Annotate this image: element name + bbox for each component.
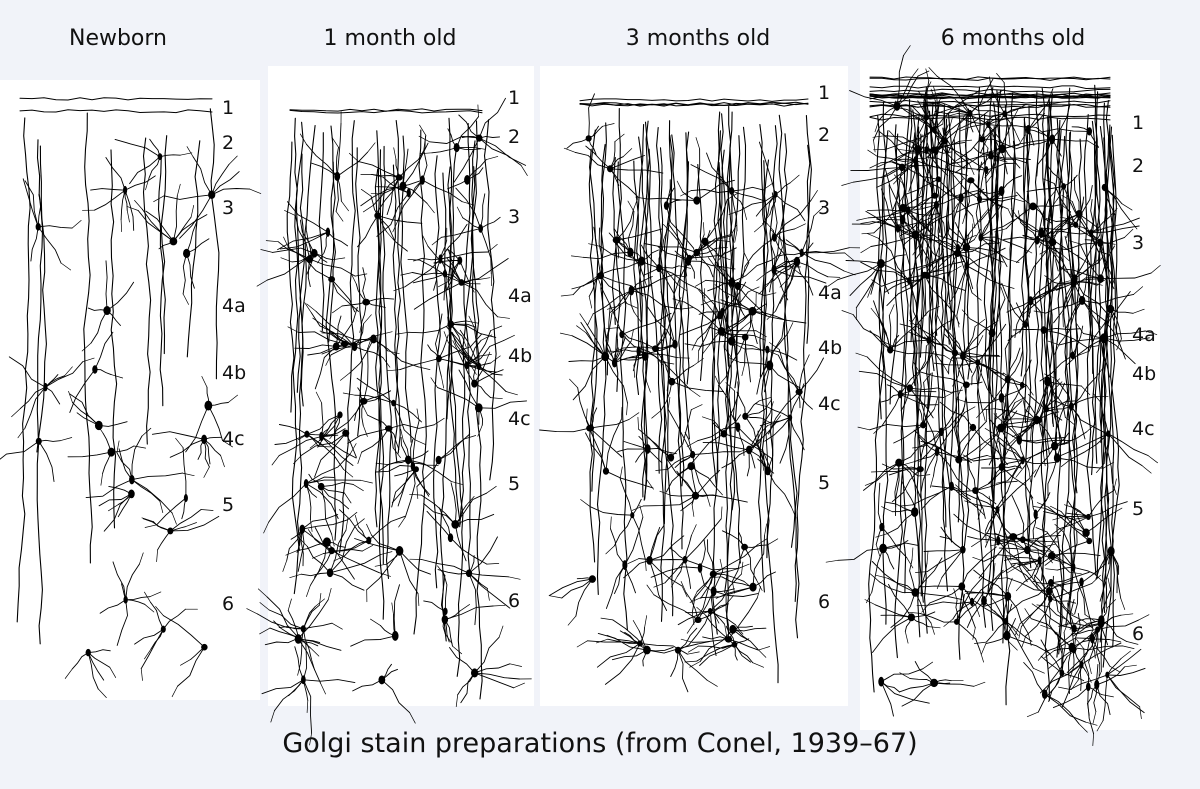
- layer-label-4a: 4a: [508, 285, 532, 307]
- layer-label-3: 3: [508, 206, 521, 228]
- layer-label-6: 6: [1132, 623, 1145, 645]
- layer-label-4b: 4b: [508, 345, 533, 367]
- figure-caption: Golgi stain preparations (from Conel, 19…: [282, 728, 918, 759]
- layer-label-5: 5: [1132, 498, 1145, 520]
- panel-title-newborn: Newborn: [68, 26, 167, 51]
- layer-label-2: 2: [818, 124, 831, 146]
- layer-label-4b: 4b: [1132, 363, 1157, 385]
- golgi-stain-drawing-1-month: [246, 97, 532, 746]
- layer-label-5: 5: [222, 494, 235, 516]
- layer-label-4c: 4c: [818, 393, 841, 415]
- layer-label-6: 6: [818, 591, 831, 613]
- golgi-stain-drawing-3-months: [539, 93, 862, 693]
- layer-label-4a: 4a: [1132, 324, 1156, 346]
- layer-label-4c: 4c: [508, 408, 531, 430]
- layer-label-4a: 4a: [818, 282, 842, 304]
- panel-1-month: 1 2 3 4a 4b 4c 5 6: [246, 66, 534, 746]
- panel-title-3-months: 3 months old: [625, 26, 771, 51]
- layer-label-3: 3: [818, 197, 831, 219]
- panel-title-6-months: 6 months old: [940, 26, 1086, 51]
- layer-label-4a: 4a: [222, 295, 246, 317]
- layer-label-1: 1: [508, 87, 521, 109]
- layer-label-1: 1: [1132, 112, 1145, 134]
- panel-newborn: 1 2 3 4a 4b 4c 5 6: [0, 80, 262, 700]
- layer-label-2: 2: [1132, 155, 1145, 177]
- layer-label-6: 6: [222, 593, 235, 615]
- layer-label-5: 5: [508, 473, 521, 495]
- layer-label-1: 1: [222, 97, 235, 119]
- layer-label-2: 2: [222, 132, 235, 154]
- golgi-stain-drawing-newborn: [0, 97, 262, 698]
- layer-label-1: 1: [818, 82, 831, 104]
- layer-label-4b: 4b: [818, 337, 843, 359]
- layer-label-5: 5: [818, 472, 831, 494]
- layer-label-4c: 4c: [1132, 418, 1155, 440]
- panel-title-1-month: 1 month old: [323, 26, 457, 51]
- layer-label-4c: 4c: [222, 428, 245, 450]
- panel-6-months: 1 2 3 4a 4b 4c 5 6: [825, 45, 1161, 747]
- layer-label-4b: 4b: [222, 362, 247, 384]
- panel-3-months: 1 2 3 4a 4b 4c 5 6: [539, 66, 862, 706]
- golgi-stain-drawing-6-months: [825, 45, 1161, 747]
- layer-label-3: 3: [222, 197, 235, 219]
- layer-label-2: 2: [508, 126, 521, 148]
- layer-label-6: 6: [508, 590, 521, 612]
- layer-label-3: 3: [1132, 232, 1145, 254]
